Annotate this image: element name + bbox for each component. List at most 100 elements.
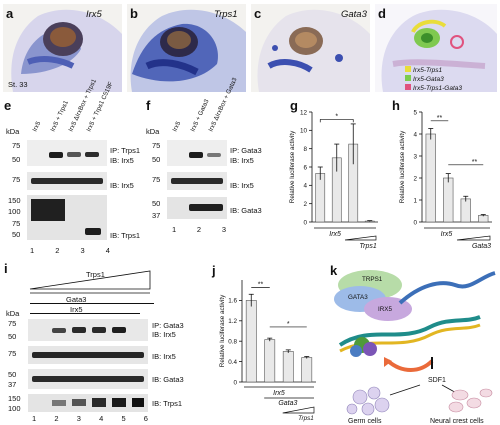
h-sig-star-1: ** — [437, 115, 443, 122]
panel-i-letter: i — [4, 261, 8, 276]
i-ib-label-4: IB: Trps1 — [152, 399, 183, 408]
chart-h-ytick-label-4: 4 — [413, 131, 417, 138]
chart-g-ytick-label-3: 6 — [303, 164, 307, 171]
f-marker-50: 50 — [152, 155, 161, 164]
i-marker-37: 37 — [8, 380, 17, 389]
embryo-image-a — [3, 4, 123, 93]
g-sig-star: * — [335, 113, 338, 120]
i-blot-gata3 — [28, 369, 148, 389]
legend-swatch-irx5-trps1 — [405, 66, 411, 72]
k-irx5-label: IRX5 — [378, 306, 392, 313]
k-germ-cells — [346, 386, 390, 416]
f-lane-1: Irx5 — [171, 120, 182, 133]
e-marker-100: 100 — [8, 207, 21, 216]
chart-j-bar-1 — [264, 339, 276, 383]
embryo-image-c — [251, 4, 370, 93]
i-marker-75: 75 — [8, 319, 17, 328]
i-kda: kDa — [6, 309, 20, 318]
i-blot-trps1 — [28, 394, 148, 412]
chart-h-ylabel: Relative luciferase activity — [399, 130, 406, 203]
e-ip-label: IP: Trps1 — [110, 146, 141, 155]
chart-h-ytick-label-0: 0 — [413, 219, 417, 226]
chart-g-ytick-label-5: 10 — [300, 128, 308, 135]
panel-d-letter: d — [378, 6, 386, 21]
panel-j-letter: j — [212, 263, 216, 278]
k-diagram: TRPS1 GATA3 IRX5 SDF1 Germ cells Neural … — [334, 270, 496, 425]
chart-g-ytick-label-2: 4 — [303, 183, 307, 190]
i-blot-input-irx5 — [28, 346, 148, 364]
chart-h-bar-3 — [478, 215, 489, 223]
e-ib-label-3: IB: Trps1 — [110, 231, 141, 240]
i-gradient-header — [29, 270, 151, 294]
k-dna-strand-a — [338, 315, 481, 347]
panel-b-gene: Trps1 — [214, 9, 238, 20]
h-group2-wedge — [456, 235, 491, 241]
e-blot-trps1 — [27, 195, 107, 240]
panel-e-letter: e — [4, 98, 12, 113]
i-marker-50: 50 — [8, 332, 17, 341]
panel-c-gene: Gata3 — [341, 9, 367, 20]
g-group2-wedge — [344, 235, 377, 241]
k-sdf1-label: SDF1 — [428, 377, 446, 384]
chart-g: 0 2 4 6 8 10 12 Relative luciferase activity * Ir… — [289, 109, 378, 250]
i-ib-label-3: IB: Gata3 — [152, 375, 184, 384]
i-ib-label-2: IB: Irx5 — [152, 352, 176, 361]
chart-h-ytick-label-3: 3 — [413, 153, 417, 160]
i-irx5-bar — [30, 313, 140, 314]
f-blot-gata3 — [167, 197, 227, 219]
chart-j-ytick-label-0: 0 — [233, 379, 237, 386]
chart-g-ytick-label-0: 0 — [303, 219, 307, 226]
panel-a-gene: Irx5 — [86, 9, 102, 20]
legend-swatch-irx5-trps1-gata3 — [405, 84, 411, 90]
panel-d-legend: Irx5-Trps1 Irx5-Gata3 Irx5-Trps1-Gata3 — [405, 66, 462, 93]
h-group1-label: Irx5 — [441, 231, 453, 238]
panel-f-letter: f — [146, 98, 151, 113]
embryo-image-b — [127, 4, 246, 92]
f-marker-75: 75 — [152, 141, 161, 150]
k-trps1-label: TRPS1 — [362, 276, 383, 283]
panel-e-kda: kDa — [6, 127, 20, 136]
chart-h-ytick-label-1: 1 — [413, 197, 417, 204]
chart-j-bar-0 — [245, 300, 257, 383]
panel-c-letter: c — [254, 6, 262, 21]
k-complex-3 — [350, 345, 362, 357]
chart-h-bar-0 — [425, 133, 436, 223]
legend-irx5-trps1: Irx5-Trps1 — [413, 67, 443, 74]
k-germ-label: Germ cells — [348, 418, 382, 425]
f-ib-label-2: IB: Irx5 — [230, 181, 254, 190]
e-marker-150: 150 — [8, 196, 21, 205]
f-marker-37: 37 — [152, 211, 161, 220]
chart-g-ytick-label-1: 2 — [303, 201, 307, 208]
panel-k-letter: k — [330, 263, 338, 278]
chart-g-ytick-label-6: 12 — [300, 109, 308, 116]
chart-h-bar-2 — [460, 198, 471, 223]
e-lane-1: Irx5 — [31, 120, 42, 133]
e-marker-75b: 75 — [12, 175, 21, 184]
stage-label: St. 33 — [8, 80, 28, 89]
panel-f-kda: kDa — [146, 127, 160, 136]
k-ncc-label: Neural crest cells — [430, 418, 484, 425]
f-marker-75b: 75 — [152, 175, 161, 184]
panel-e-lane-headers: Irx5 Irx5 + Trps1 Irx5 ΔIrxBox + Trps1 I… — [31, 78, 114, 133]
j-group3-wedge — [282, 406, 315, 414]
i-marker-75b: 75 — [8, 349, 17, 358]
chart-j-ytick-label-2: 0.8 — [228, 339, 237, 346]
j-sig-star-2: * — [287, 321, 290, 328]
e-lane-2: Irx5 + Trps1 — [49, 99, 70, 133]
legend-swatch-irx5-gata3 — [405, 75, 411, 81]
j-sig-star-1: ** — [258, 282, 264, 289]
e-marker-50c: 50 — [12, 230, 21, 239]
panel-f-lane-headers: Irx5 Irx5 + Gata3 Irx5 ΔIrxBox + Gata3 — [171, 76, 238, 133]
chart-h-ytick-label-5: 5 — [413, 109, 417, 116]
f-marker-50b: 50 — [152, 199, 161, 208]
legend-irx5-gata3: Irx5-Gata3 — [413, 76, 444, 83]
j-group1-label: Irx5 — [273, 390, 285, 397]
chart-h-ytick-label-2: 2 — [413, 175, 417, 182]
j-group2-label: Gata3 — [278, 400, 297, 407]
j-group3-label: Trps1 — [298, 415, 314, 422]
chart-j-ytick-label-3: 1.2 — [228, 318, 237, 325]
chart-j-bar-2 — [282, 351, 294, 383]
